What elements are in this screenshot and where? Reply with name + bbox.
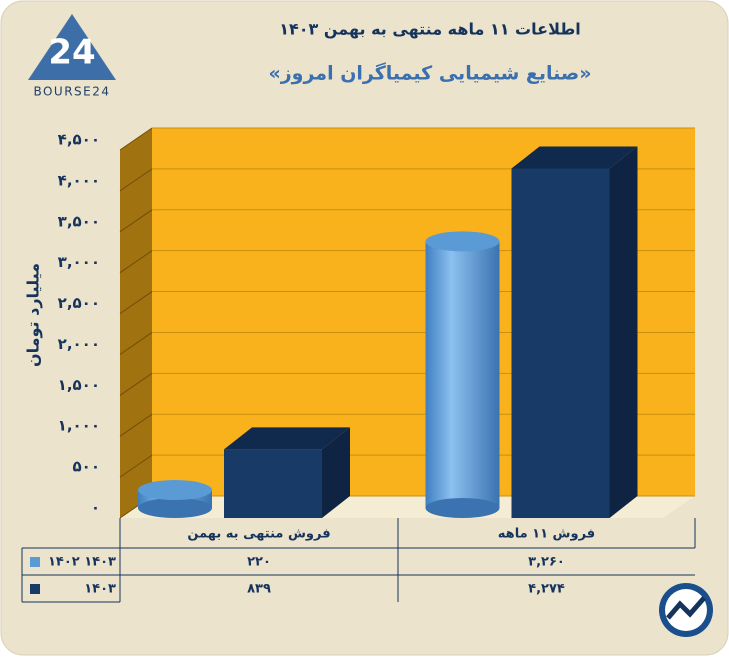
logo-text: BOURSE24 xyxy=(33,85,110,99)
bar xyxy=(511,168,610,518)
y-tick-label: ۴,۰۰۰ xyxy=(58,171,100,189)
cylinder-bottom xyxy=(425,498,500,518)
data-table xyxy=(21,518,696,603)
y-axis-label: میلیارد تومان xyxy=(24,263,43,367)
chart-subtitle: «صنایع شیمیایی کیمیاگران امروز» xyxy=(268,62,591,85)
chart-title: اطلاعات ۱۱ ماهه منتهی به بهمن ۱۴۰۳ xyxy=(279,20,581,39)
box-top xyxy=(511,146,638,169)
side-wall xyxy=(120,128,152,518)
corner-icon xyxy=(659,583,713,637)
grid-line xyxy=(119,127,153,151)
grid-line xyxy=(119,332,153,355)
legend-label: ۱۴۰۳ xyxy=(84,582,116,597)
table-value: ۳,۲۶۰ xyxy=(528,555,565,570)
y-tick-label: ۱,۵۰۰ xyxy=(58,376,100,394)
table-value: ۲۲۰ xyxy=(247,555,271,570)
grid-line xyxy=(119,209,153,233)
grid-line xyxy=(119,250,153,274)
x-tick-label: فروش منتهی به بهمن xyxy=(187,527,330,542)
y-tick-label: ۲,۵۰۰ xyxy=(58,294,100,312)
legend-swatch xyxy=(30,584,40,594)
table-value: ۴,۲۷۴ xyxy=(528,582,565,597)
y-tick-label: ۴,۵۰۰ xyxy=(58,131,100,149)
y-tick-label: ۰ xyxy=(91,499,100,517)
cylinder-bottom xyxy=(138,498,212,518)
y-tick-label: ۱,۰۰۰ xyxy=(58,417,100,435)
box-top xyxy=(224,427,350,450)
bar xyxy=(224,449,322,518)
grid-line xyxy=(119,413,153,437)
cylinder-top xyxy=(138,480,212,501)
y-tick-label: ۵۰۰ xyxy=(73,458,100,476)
grid-line xyxy=(119,372,153,396)
grid-line xyxy=(119,291,153,314)
y-tick-label: ۲,۰۰۰ xyxy=(58,335,100,353)
y-tick-label: ۳,۵۰۰ xyxy=(58,212,100,230)
box-side xyxy=(322,427,350,518)
legend-swatch xyxy=(30,557,40,567)
table-value: ۸۳۹ xyxy=(247,582,271,597)
x-tick-label: فروش ۱۱ ماهه xyxy=(498,527,595,542)
grid-line xyxy=(119,168,153,192)
box-side xyxy=(609,146,638,518)
cylinder-body xyxy=(425,241,500,508)
legend-label: ۱۴۰۲ ۱۴۰۳ xyxy=(48,555,116,570)
grid-line xyxy=(119,454,153,478)
y-tick-label: ۳,۰۰۰ xyxy=(58,253,100,271)
cylinder-top xyxy=(425,231,500,252)
logo-mark: 24 xyxy=(48,33,95,73)
logo: 24 BOURSE24 xyxy=(28,14,116,99)
